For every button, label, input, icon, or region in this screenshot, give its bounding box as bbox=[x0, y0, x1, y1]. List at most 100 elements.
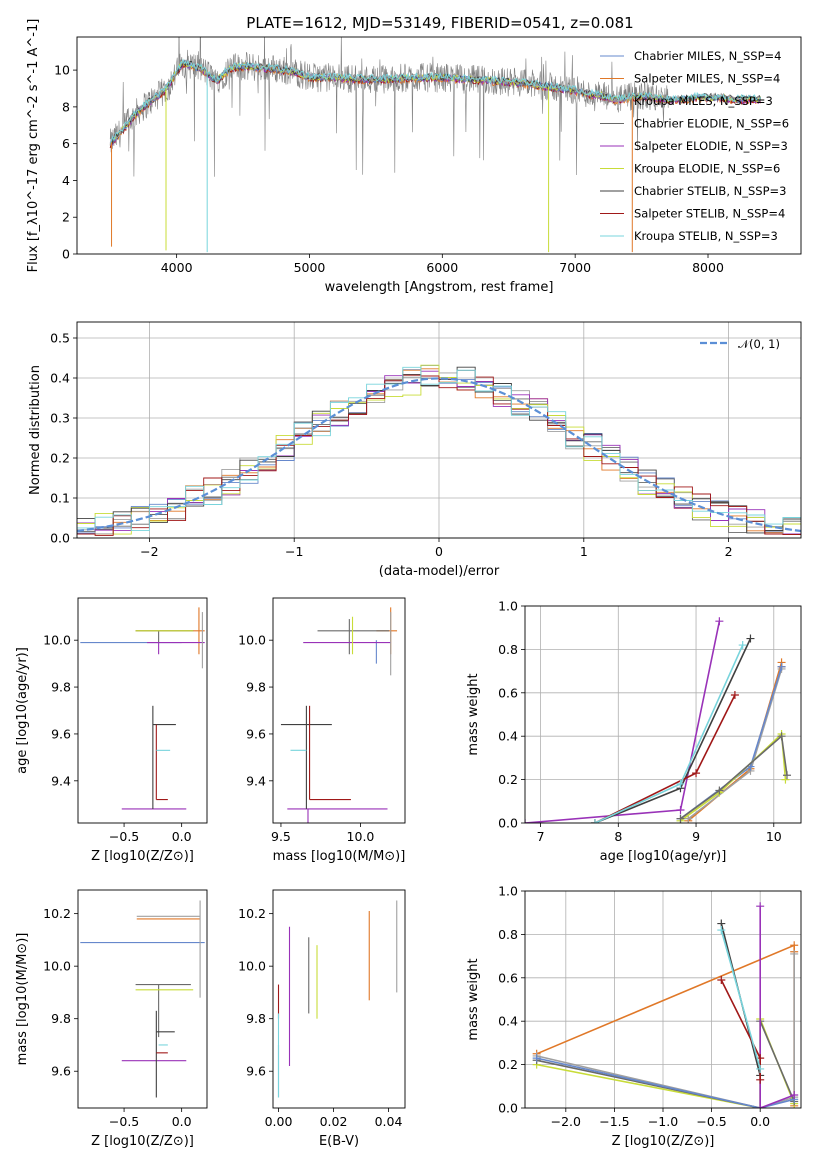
y-tick-label: 2 bbox=[62, 210, 70, 225]
point-marker bbox=[756, 902, 765, 911]
spectrum-title: PLATE=1612, MJD=53149, FIBERID=0541, z=0… bbox=[246, 14, 633, 32]
point-marker bbox=[756, 1064, 765, 1073]
y-tick-label: 0.8 bbox=[498, 642, 518, 657]
legend-entry: 𝒩(0, 1) bbox=[738, 337, 780, 351]
x-tick-label: 0.02 bbox=[320, 1114, 348, 1129]
axes-frame bbox=[76, 321, 802, 539]
y-axis-label: age [log10(age/yr)] bbox=[15, 647, 30, 774]
x-tick-label: 5000 bbox=[294, 260, 326, 275]
legend-entry: Kroupa STELIB, N_SSP=3 bbox=[634, 229, 778, 243]
model-spectrum-line bbox=[109, 58, 762, 144]
point-marker bbox=[756, 1075, 765, 1084]
y-tick-label: 9.8 bbox=[51, 680, 71, 695]
y-tick-label: 0.6 bbox=[498, 970, 518, 985]
chart-mass_vs_ebv: 0.00 0.02 0.04 9.6 9.8 10.0 10.2 E(B-V) bbox=[238, 889, 406, 1149]
y-tick-label: 0.2 bbox=[50, 451, 70, 466]
point-marker bbox=[532, 1054, 541, 1063]
x-tick-label: −0.5 bbox=[109, 829, 139, 844]
y-tick-label: 8 bbox=[62, 99, 70, 114]
x-tick-label: 6000 bbox=[426, 260, 458, 275]
y-tick-label: 4 bbox=[62, 173, 70, 188]
y-tick-label: 0.8 bbox=[498, 927, 518, 942]
chart-mass_weight_vs_Z: −2.0 −1.5 −1.0 −0.5 0.0 0.0 0.2 0.4 0.6 0.8 1.0 Z [… bbox=[466, 884, 802, 1149]
mass-weight-line bbox=[594, 644, 744, 823]
axes-frame bbox=[77, 889, 208, 1109]
mass-weight-line bbox=[525, 621, 721, 823]
x-tick-label: 0.04 bbox=[375, 1114, 403, 1129]
plot-area bbox=[77, 364, 801, 536]
x-tick-label: 0 bbox=[435, 544, 443, 559]
y-axis-label: mass weight bbox=[466, 958, 481, 1040]
x-tick-label: 2 bbox=[725, 544, 733, 559]
point-marker bbox=[777, 732, 786, 741]
y-tick-label: 0.0 bbox=[50, 531, 70, 546]
chart-mass_vs_Z: −0.5 0.0 9.6 9.8 10.0 10.2 Z [log10(Z/Z⊙)] mass… bbox=[15, 889, 208, 1149]
x-axis-label: Z [log10(Z/Z⊙)] bbox=[91, 1134, 194, 1149]
point-marker bbox=[676, 779, 685, 788]
point-marker bbox=[692, 769, 701, 778]
x-tick-label: 0.0 bbox=[172, 829, 192, 844]
point-marker bbox=[676, 814, 685, 823]
y-tick-label: 9.6 bbox=[246, 1064, 266, 1079]
point-marker bbox=[783, 771, 792, 780]
y-tick-label: 10.0 bbox=[43, 633, 71, 648]
y-tick-label: 0.0 bbox=[498, 816, 518, 831]
point-marker bbox=[715, 786, 724, 795]
y-tick-label: 0.2 bbox=[498, 772, 518, 787]
legend-entry: Salpeter STELIB, N_SSP=4 bbox=[634, 207, 785, 221]
y-tick-label: 9.8 bbox=[246, 680, 266, 695]
x-tick-label: 10.0 bbox=[347, 829, 375, 844]
y-tick-label: 0 bbox=[62, 247, 70, 262]
y-axis-label: Flux [f_λ10^-17 erg cm^-2 s^-1 A^-1] bbox=[26, 19, 41, 273]
y-tick-label: 9.4 bbox=[246, 773, 266, 788]
y-axis-label: Normed distribution bbox=[28, 365, 43, 495]
chart-residuals: −2 −1 0 1 2 0.0 0.1 0.2 0.3 0.4 0.5 (data-model)/er… bbox=[28, 321, 802, 579]
chart-age_vs_Z: −0.5 0.0 9.4 9.6 9.8 10.0 Z [log10(Z/Z⊙)] age [… bbox=[15, 597, 208, 864]
mass-weight-line bbox=[536, 944, 796, 1106]
x-tick-label: 9 bbox=[692, 829, 700, 844]
point-marker bbox=[777, 662, 786, 671]
axes-frame bbox=[76, 36, 802, 255]
y-tick-label: 10.0 bbox=[238, 633, 266, 648]
plot-area bbox=[109, 37, 762, 253]
x-tick-label: −0.5 bbox=[109, 1114, 139, 1129]
y-axis-label: mass weight bbox=[466, 673, 481, 755]
legend-entry: Chabrier STELIB, N_SSP=3 bbox=[634, 184, 786, 198]
chart-age_vs_mass: 9.5 10.0 9.4 9.6 9.8 10.0 mass [log10(M/M⊙)] bbox=[238, 597, 406, 864]
legend-entry: Kroupa MILES, N_SSP=3 bbox=[634, 94, 773, 108]
mass-weight-line bbox=[536, 1018, 795, 1108]
point-marker bbox=[717, 926, 726, 935]
x-axis-label: wavelength [Angstrom, rest frame] bbox=[325, 280, 554, 295]
y-tick-label: 0.4 bbox=[50, 371, 70, 386]
normal-curve bbox=[77, 377, 801, 533]
legend-entry: Salpeter ELODIE, N_SSP=3 bbox=[634, 139, 788, 153]
axes-frame bbox=[272, 889, 406, 1109]
y-tick-label: 10.0 bbox=[238, 959, 266, 974]
x-tick-label: 7 bbox=[537, 829, 545, 844]
x-axis-label: (data-model)/error bbox=[379, 564, 500, 579]
y-tick-label: 0.5 bbox=[50, 331, 70, 346]
x-axis-label: mass [log10(M/M⊙)] bbox=[273, 849, 406, 864]
x-tick-label: 0.00 bbox=[265, 1114, 293, 1129]
point-marker bbox=[730, 690, 739, 699]
x-tick-label: 0.0 bbox=[750, 1114, 770, 1129]
y-tick-label: 9.8 bbox=[51, 1011, 71, 1026]
axes-frame bbox=[524, 890, 802, 1109]
mass-weight-line bbox=[759, 906, 795, 1108]
y-tick-label: 0.2 bbox=[498, 1057, 518, 1072]
x-tick-label: 7000 bbox=[559, 260, 591, 275]
y-tick-label: 9.8 bbox=[246, 1011, 266, 1026]
y-tick-label: 10.2 bbox=[43, 906, 71, 921]
x-axis-label: E(B-V) bbox=[319, 1134, 359, 1149]
x-tick-label: 4000 bbox=[161, 260, 193, 275]
x-tick-label: −2 bbox=[140, 544, 158, 559]
legend-entry: Chabrier ELODIE, N_SSP=6 bbox=[634, 117, 789, 131]
x-tick-label: −1.0 bbox=[648, 1114, 678, 1129]
x-tick-label: −0.5 bbox=[696, 1114, 726, 1129]
x-axis-label: Z [log10(Z/Z⊙)] bbox=[91, 849, 194, 864]
point-marker bbox=[715, 617, 724, 626]
x-tick-label: −2.0 bbox=[551, 1114, 581, 1129]
y-tick-label: 10.0 bbox=[43, 959, 71, 974]
y-tick-label: 9.4 bbox=[51, 773, 71, 788]
y-tick-label: 10.2 bbox=[238, 906, 266, 921]
